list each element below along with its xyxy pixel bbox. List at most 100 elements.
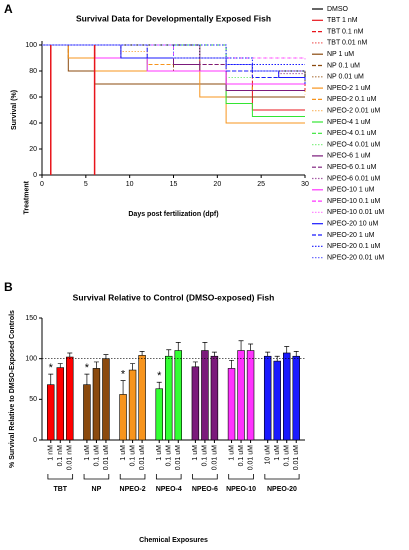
x-tick-label: 0.1 uM xyxy=(93,445,100,467)
group-label: TBT xyxy=(53,486,67,493)
x-tick-label: 1 uM xyxy=(120,445,127,461)
legend-label: NPEO-4 0.01 uM xyxy=(327,141,380,148)
significance-marker: * xyxy=(121,369,126,381)
legend-label: DMSO xyxy=(327,6,349,13)
x-tick-label: 10 uM xyxy=(265,445,272,465)
bar xyxy=(210,355,219,441)
legend-label: NPEO-4 0.1 uM xyxy=(327,130,377,137)
group-bracket xyxy=(47,474,74,480)
x-tick-label: 0.1 uM xyxy=(166,445,173,467)
legend-label: NPEO-2 0.1 uM xyxy=(327,96,377,103)
error-bar xyxy=(293,350,299,357)
bar xyxy=(292,355,300,441)
legend-label: NPEO-20 1 uM xyxy=(327,232,375,239)
x-tick-label: 1 nM xyxy=(48,445,55,461)
error-bar xyxy=(120,380,126,395)
y-axis-label: Survival (%) xyxy=(11,90,18,130)
legend-label: NPEO-20 10 uM xyxy=(327,221,379,228)
group-label: NPEO-4 xyxy=(156,486,182,493)
bar xyxy=(227,368,236,441)
legend-label: NPEO-2 1 uM xyxy=(327,85,371,92)
error-bar xyxy=(211,351,217,357)
y-tick-label: 60 xyxy=(29,94,37,101)
group-bracket xyxy=(228,474,254,480)
bar xyxy=(138,355,146,441)
legend-label: NP 0.1 uM xyxy=(327,62,360,69)
bar xyxy=(56,367,64,441)
survival-line xyxy=(42,44,306,61)
x-tick-label: 0.01 uM xyxy=(175,445,182,470)
y-tick-label: 100 xyxy=(25,356,37,363)
chart-title: Survival Relative to Control (DMSO-expos… xyxy=(73,292,275,302)
group-label: NPEO-6 xyxy=(192,486,218,493)
error-bar xyxy=(284,346,290,353)
x-tick-label: 1 uM xyxy=(84,445,91,461)
x-tick-label: 25 xyxy=(257,181,265,188)
bar xyxy=(92,368,101,441)
chart-title: Survival Data for Developmentally Expose… xyxy=(76,13,271,23)
survival-line xyxy=(42,44,305,98)
error-bar xyxy=(192,361,198,367)
panel-label: A xyxy=(4,2,13,16)
x-tick-label: 0 xyxy=(40,181,44,188)
bar xyxy=(165,355,173,441)
error-bar xyxy=(139,350,145,356)
y-tick-label: 150 xyxy=(25,315,37,322)
x-tick-label: 0.1 nM xyxy=(57,445,64,467)
x-tick-label: 20 xyxy=(213,181,221,188)
y-tick-label: 100 xyxy=(25,42,37,49)
panel-label: B xyxy=(4,280,13,294)
bar xyxy=(66,356,74,441)
x-tick-label: 30 xyxy=(301,181,309,188)
x-tick-label: 5 xyxy=(84,181,88,188)
error-bar xyxy=(130,363,136,371)
legend-label: NPEO-2 0.01 uM xyxy=(327,108,380,115)
group-label: NP xyxy=(92,486,102,493)
x-tick-label: 10 xyxy=(126,181,134,188)
legend-label: NPEO-6 0.01 uM xyxy=(327,175,380,182)
significance-marker: * xyxy=(85,362,90,374)
x-axis-label: Days post fertilization (dpf) xyxy=(128,211,218,218)
legend-label: TBT 1 nM xyxy=(327,17,358,24)
x-tick-label: 0.1 uM xyxy=(202,445,209,467)
legend-label: TBT 0.01 nM xyxy=(327,40,368,47)
treatment-label: Treatment xyxy=(24,180,31,214)
legend-label: NPEO-20 0.1 uM xyxy=(327,243,380,250)
y-tick-label: 50 xyxy=(29,396,37,403)
significance-marker: * xyxy=(157,370,162,382)
legend-label: NPEO-10 0.1 uM xyxy=(327,198,380,205)
error-bar xyxy=(156,381,162,389)
group-label: NPEO-2 xyxy=(120,486,146,493)
group-bracket xyxy=(155,474,182,480)
error-bar xyxy=(229,359,235,369)
y-tick-label: 40 xyxy=(29,120,37,127)
y-axis-label: % Survival Relative to DMSO-Exposed Cont… xyxy=(9,310,16,468)
error-bar xyxy=(248,343,254,351)
legend-label: NPEO-4 1 uM xyxy=(327,119,371,126)
error-bar xyxy=(238,340,244,351)
bar xyxy=(237,350,245,441)
group-label: NPEO-10 xyxy=(226,486,256,493)
x-tick-label: 0.1 uM xyxy=(129,445,136,467)
group-label: NPEO-20 xyxy=(267,486,297,493)
error-bar xyxy=(48,373,54,385)
error-bar xyxy=(202,342,208,351)
x-tick-label: 0.01 nM xyxy=(67,445,74,470)
bar xyxy=(174,350,182,441)
error-bar xyxy=(57,363,63,368)
x-tick-label: 0.01 uM xyxy=(139,445,146,470)
bar xyxy=(83,384,91,441)
legend-label: NPEO-20 0.01 uM xyxy=(327,254,384,261)
bar xyxy=(263,355,272,441)
legend-label: NP 1 uM xyxy=(327,51,354,58)
bar xyxy=(47,384,55,441)
x-tick-label: 0.01 uM xyxy=(211,445,218,470)
x-tick-label: 15 xyxy=(170,181,178,188)
x-tick-label: 0.01 uM xyxy=(103,445,110,470)
legend-label: NPEO-6 0.1 uM xyxy=(327,164,377,171)
x-tick-label: 1 uM xyxy=(228,445,235,461)
error-bar xyxy=(93,361,99,369)
x-axis-label: Chemical Exposures xyxy=(139,537,208,544)
x-tick-label: 1 uM xyxy=(274,445,281,461)
y-tick-label: 80 xyxy=(29,68,37,75)
